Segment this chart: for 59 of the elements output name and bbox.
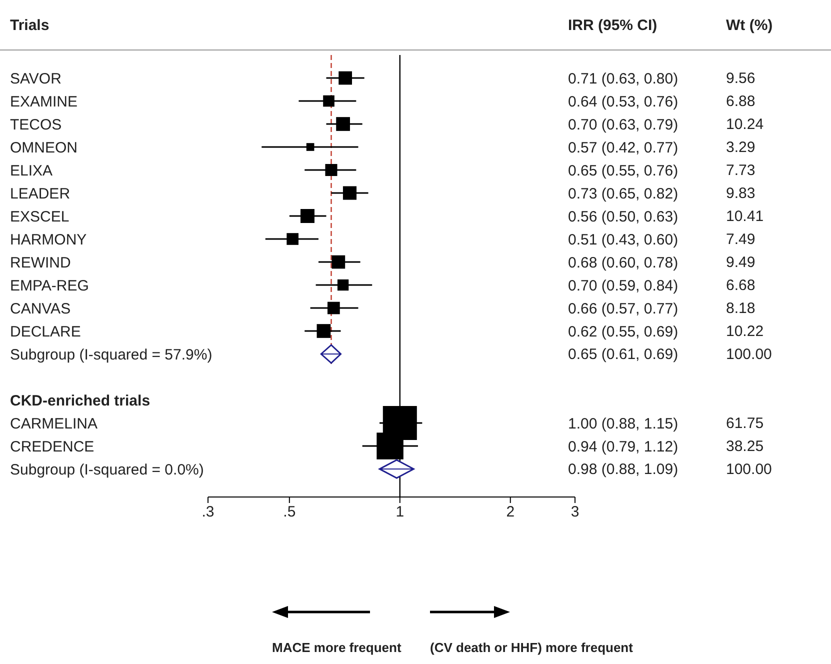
text: 3.29 [726,139,756,156]
annotation: 0.65 (0.61, 0.69) [568,346,678,363]
data-label: 0.70 (0.63, 0.79) [568,116,678,134]
data-label: 0.64 (0.53, 0.76) [568,93,678,110]
data-label: 0.73 (0.65, 0.82) [568,185,678,202]
data-label: 0.57 (0.42, 0.77) [568,139,678,156]
y-axis-title: Trials [10,17,50,34]
data-label: 0.94 (0.79, 1.12) [568,438,678,456]
x-tick-label: 3 [570,504,580,521]
data-label: 0.65 (0.55, 0.76) [568,162,678,180]
text: 7.49 [726,231,756,248]
text: 10.24 [726,116,764,133]
y-tick-label: SAVOR [10,70,62,88]
text: 100.00 [726,461,772,478]
text: 10.22 [726,323,764,340]
y-tick-label: REWIND [10,254,71,272]
y-tick-label: Subgroup (I-squared = 0.0%) [10,461,204,478]
text: 7.73 [726,162,756,179]
y-tick-label: CREDENCE [10,438,94,456]
y-tick-label: ELIXA [10,162,53,180]
text: 6.88 [726,93,756,110]
data-label: 0.70 (0.59, 0.84) [568,277,678,294]
x-tick-label: 1 [396,504,404,521]
text: MACE more frequent [272,640,402,655]
data-label: 0.66 (0.57, 0.77) [568,300,678,318]
text: 6.68 [726,277,756,294]
text: 9.49 [726,254,756,271]
y-tick-label: CANVAS [10,300,71,318]
data-label: 0.51 (0.43, 0.60) [568,231,678,248]
x-tick-label: .3 [202,504,214,521]
text: 9.56 [726,70,756,87]
text: 8.18 [726,300,756,317]
text: 38.25 [726,438,764,455]
text: 61.75 [726,415,764,432]
text: 9.83 [726,185,756,202]
text: 100.00 [726,346,772,363]
y-tick-label: DECLARE [10,323,81,340]
y-tick-label: EMPA-REG [10,277,89,294]
data-label: 0.68 (0.60, 0.78) [568,254,678,272]
y-tick-label: LEADER [10,185,70,202]
x-tick-label: .5 [283,504,296,521]
text: (CV death or HHF) more frequent [430,640,634,655]
y-tick-label: TECOS [10,116,62,134]
y-tick-label: Subgroup (I-squared = 57.9%) [10,346,212,364]
y-tick-label: CARMELINA [10,415,98,432]
data-label: 1.00 (0.88, 1.15) [568,415,678,432]
text: IRR (95% CI) [568,17,658,34]
y-tick-label: EXAMINE [10,93,78,110]
text: 10.41 [726,208,764,225]
data-label: 0.71 (0.63, 0.80) [568,70,678,88]
x-tick-label: 2 [506,504,515,521]
y-tick-label: HARMONY [10,231,87,248]
y-tick-label: OMNEON [10,139,78,156]
annotation: 0.98 (0.88, 1.09) [568,461,678,478]
y-tick-label: CKD-enriched trials [10,392,150,410]
y-tick-label: EXSCEL [10,208,70,226]
data-label: 0.62 (0.55, 0.69) [568,323,678,340]
data-label: 0.56 (0.50, 0.63) [568,208,678,226]
text: Wt (%) [726,17,773,34]
